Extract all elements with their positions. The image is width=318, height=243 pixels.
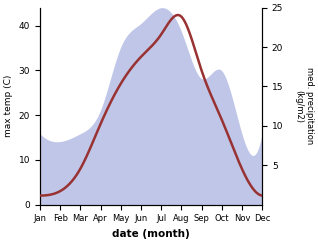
Y-axis label: med. precipitation
(kg/m2): med. precipitation (kg/m2)	[294, 68, 314, 145]
Y-axis label: max temp (C): max temp (C)	[4, 75, 13, 137]
X-axis label: date (month): date (month)	[112, 229, 190, 239]
